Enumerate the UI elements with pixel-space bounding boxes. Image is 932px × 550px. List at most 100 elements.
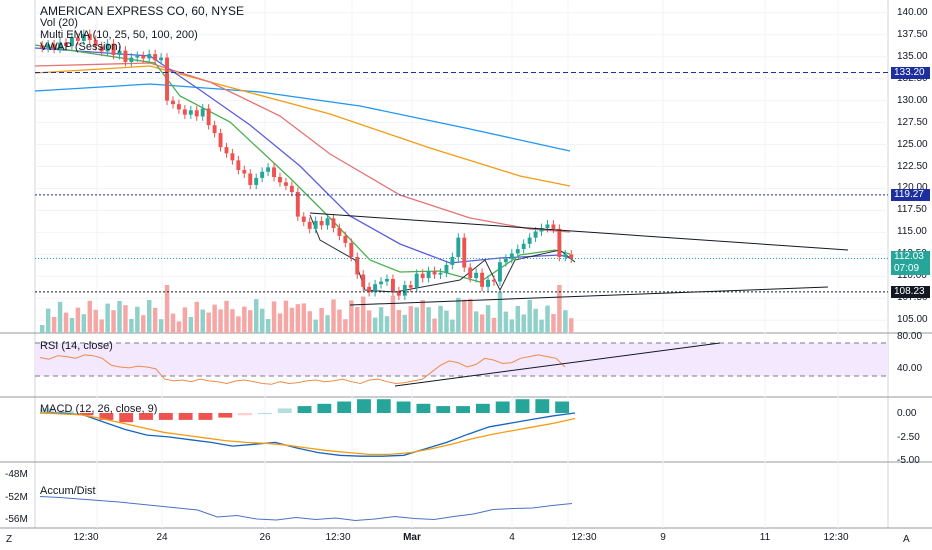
candle-body xyxy=(123,50,128,62)
volume-bar xyxy=(497,291,503,333)
volume-bar xyxy=(527,299,532,333)
time-tick: 12:30 xyxy=(571,532,597,543)
candle-body xyxy=(355,256,360,275)
candle-body xyxy=(301,216,306,222)
candle-body xyxy=(503,258,508,263)
rsi-trendline xyxy=(394,342,721,387)
volume-bar xyxy=(515,306,521,333)
candle-body xyxy=(200,108,205,117)
price-tag: 112.03 xyxy=(891,251,930,264)
candle-body xyxy=(52,44,57,49)
candle-body xyxy=(283,182,288,186)
candle-body xyxy=(379,281,383,285)
volume-bar xyxy=(473,311,479,333)
volume-bar xyxy=(390,295,396,333)
macd-histogram-bar xyxy=(257,413,272,414)
macd-signal-line xyxy=(39,412,576,456)
volume-bar xyxy=(93,309,98,333)
volume-bar xyxy=(462,299,467,333)
candle-body xyxy=(509,253,514,259)
candle-body xyxy=(111,43,116,55)
volume-bar xyxy=(158,319,164,333)
macd-study-label[interactable]: MACD (12, 26, close, 9) xyxy=(40,403,158,415)
candle-body xyxy=(486,279,490,287)
price-tick: 122.50 xyxy=(897,160,928,172)
volume-bar xyxy=(259,308,265,333)
candle-body xyxy=(129,57,134,62)
candle-body xyxy=(266,167,271,172)
volume-bar xyxy=(123,305,128,333)
macd-line xyxy=(40,412,576,457)
volume-bar xyxy=(69,318,75,333)
candle-body xyxy=(93,40,98,47)
ad-tick-52m: -52M xyxy=(5,492,28,503)
volume-bar xyxy=(295,304,301,333)
candle-body xyxy=(135,55,140,58)
symbol-title[interactable]: AMERICAN EXPRESS CO, 60, NYSE xyxy=(40,4,245,18)
volume-bar xyxy=(569,318,574,333)
volume-study-label[interactable]: Vol (20) xyxy=(40,17,78,29)
candle-body xyxy=(87,33,92,41)
macd-histogram-bar xyxy=(119,413,134,423)
macd-histogram-bar xyxy=(297,406,312,413)
macd-histogram-bar xyxy=(456,406,470,413)
macd-tick-minus-5: -5.00 xyxy=(897,455,920,466)
volume-bar xyxy=(242,306,247,333)
candle-body xyxy=(176,104,181,110)
volume-bar xyxy=(355,307,360,333)
candle-body xyxy=(515,249,520,254)
rsi-study-label[interactable]: RSI (14, close) xyxy=(40,340,113,352)
auto-scale-button[interactable]: A xyxy=(903,534,910,545)
volume-bar xyxy=(45,308,51,333)
volume-bar xyxy=(283,300,289,333)
volume-bar xyxy=(343,319,348,333)
volume-bar xyxy=(402,314,408,333)
rsi-band-background xyxy=(35,343,888,376)
macd-histogram-bar xyxy=(158,413,173,420)
candle-body xyxy=(408,285,413,288)
volume-bar xyxy=(539,319,544,333)
volume-bar xyxy=(81,314,87,333)
volume-bar xyxy=(479,314,485,333)
candle-body xyxy=(188,110,193,115)
candle-body xyxy=(385,278,389,282)
volume-bar xyxy=(361,296,366,333)
upper-trendline xyxy=(309,212,849,251)
candle-body xyxy=(331,218,336,228)
candle-body xyxy=(569,254,574,259)
candle-body xyxy=(557,228,562,257)
volume-bar xyxy=(313,319,318,333)
macd-histogram-bar xyxy=(475,403,490,413)
candle-body xyxy=(396,291,401,296)
volume-bar xyxy=(438,305,443,333)
volume-bar xyxy=(444,310,449,333)
candle-body xyxy=(230,153,235,161)
accum-dist-study-label[interactable]: Accum/Dist xyxy=(40,485,96,497)
candle-body xyxy=(81,33,86,41)
multi-ema-study-label[interactable]: Multi EMA (10, 25, 50, 100, 200) xyxy=(40,29,198,41)
vwap-study-label[interactable]: VWAP (Session) xyxy=(40,41,122,53)
volume-bar xyxy=(557,285,562,333)
time-tick: 4 xyxy=(509,532,515,543)
candle-body xyxy=(367,286,372,293)
volume-bar xyxy=(337,309,342,333)
candle-body xyxy=(105,43,110,52)
volume-bar xyxy=(40,325,45,333)
volume-bar xyxy=(182,307,188,333)
candle-body xyxy=(325,218,330,226)
candle-body xyxy=(212,125,217,134)
macd-histogram-bar xyxy=(337,401,352,413)
ema100-line xyxy=(34,65,571,187)
zoom-button[interactable]: Z xyxy=(6,534,13,545)
volume-bar xyxy=(152,307,158,333)
candle-body xyxy=(438,272,443,275)
candle-body xyxy=(468,267,473,279)
candle-body xyxy=(99,46,104,52)
candle-body xyxy=(521,243,526,250)
ema50-line xyxy=(34,62,571,233)
candle-body xyxy=(450,256,455,265)
candle-body xyxy=(402,285,407,296)
volume-bar xyxy=(117,301,122,333)
time-tick: 9 xyxy=(660,532,666,543)
